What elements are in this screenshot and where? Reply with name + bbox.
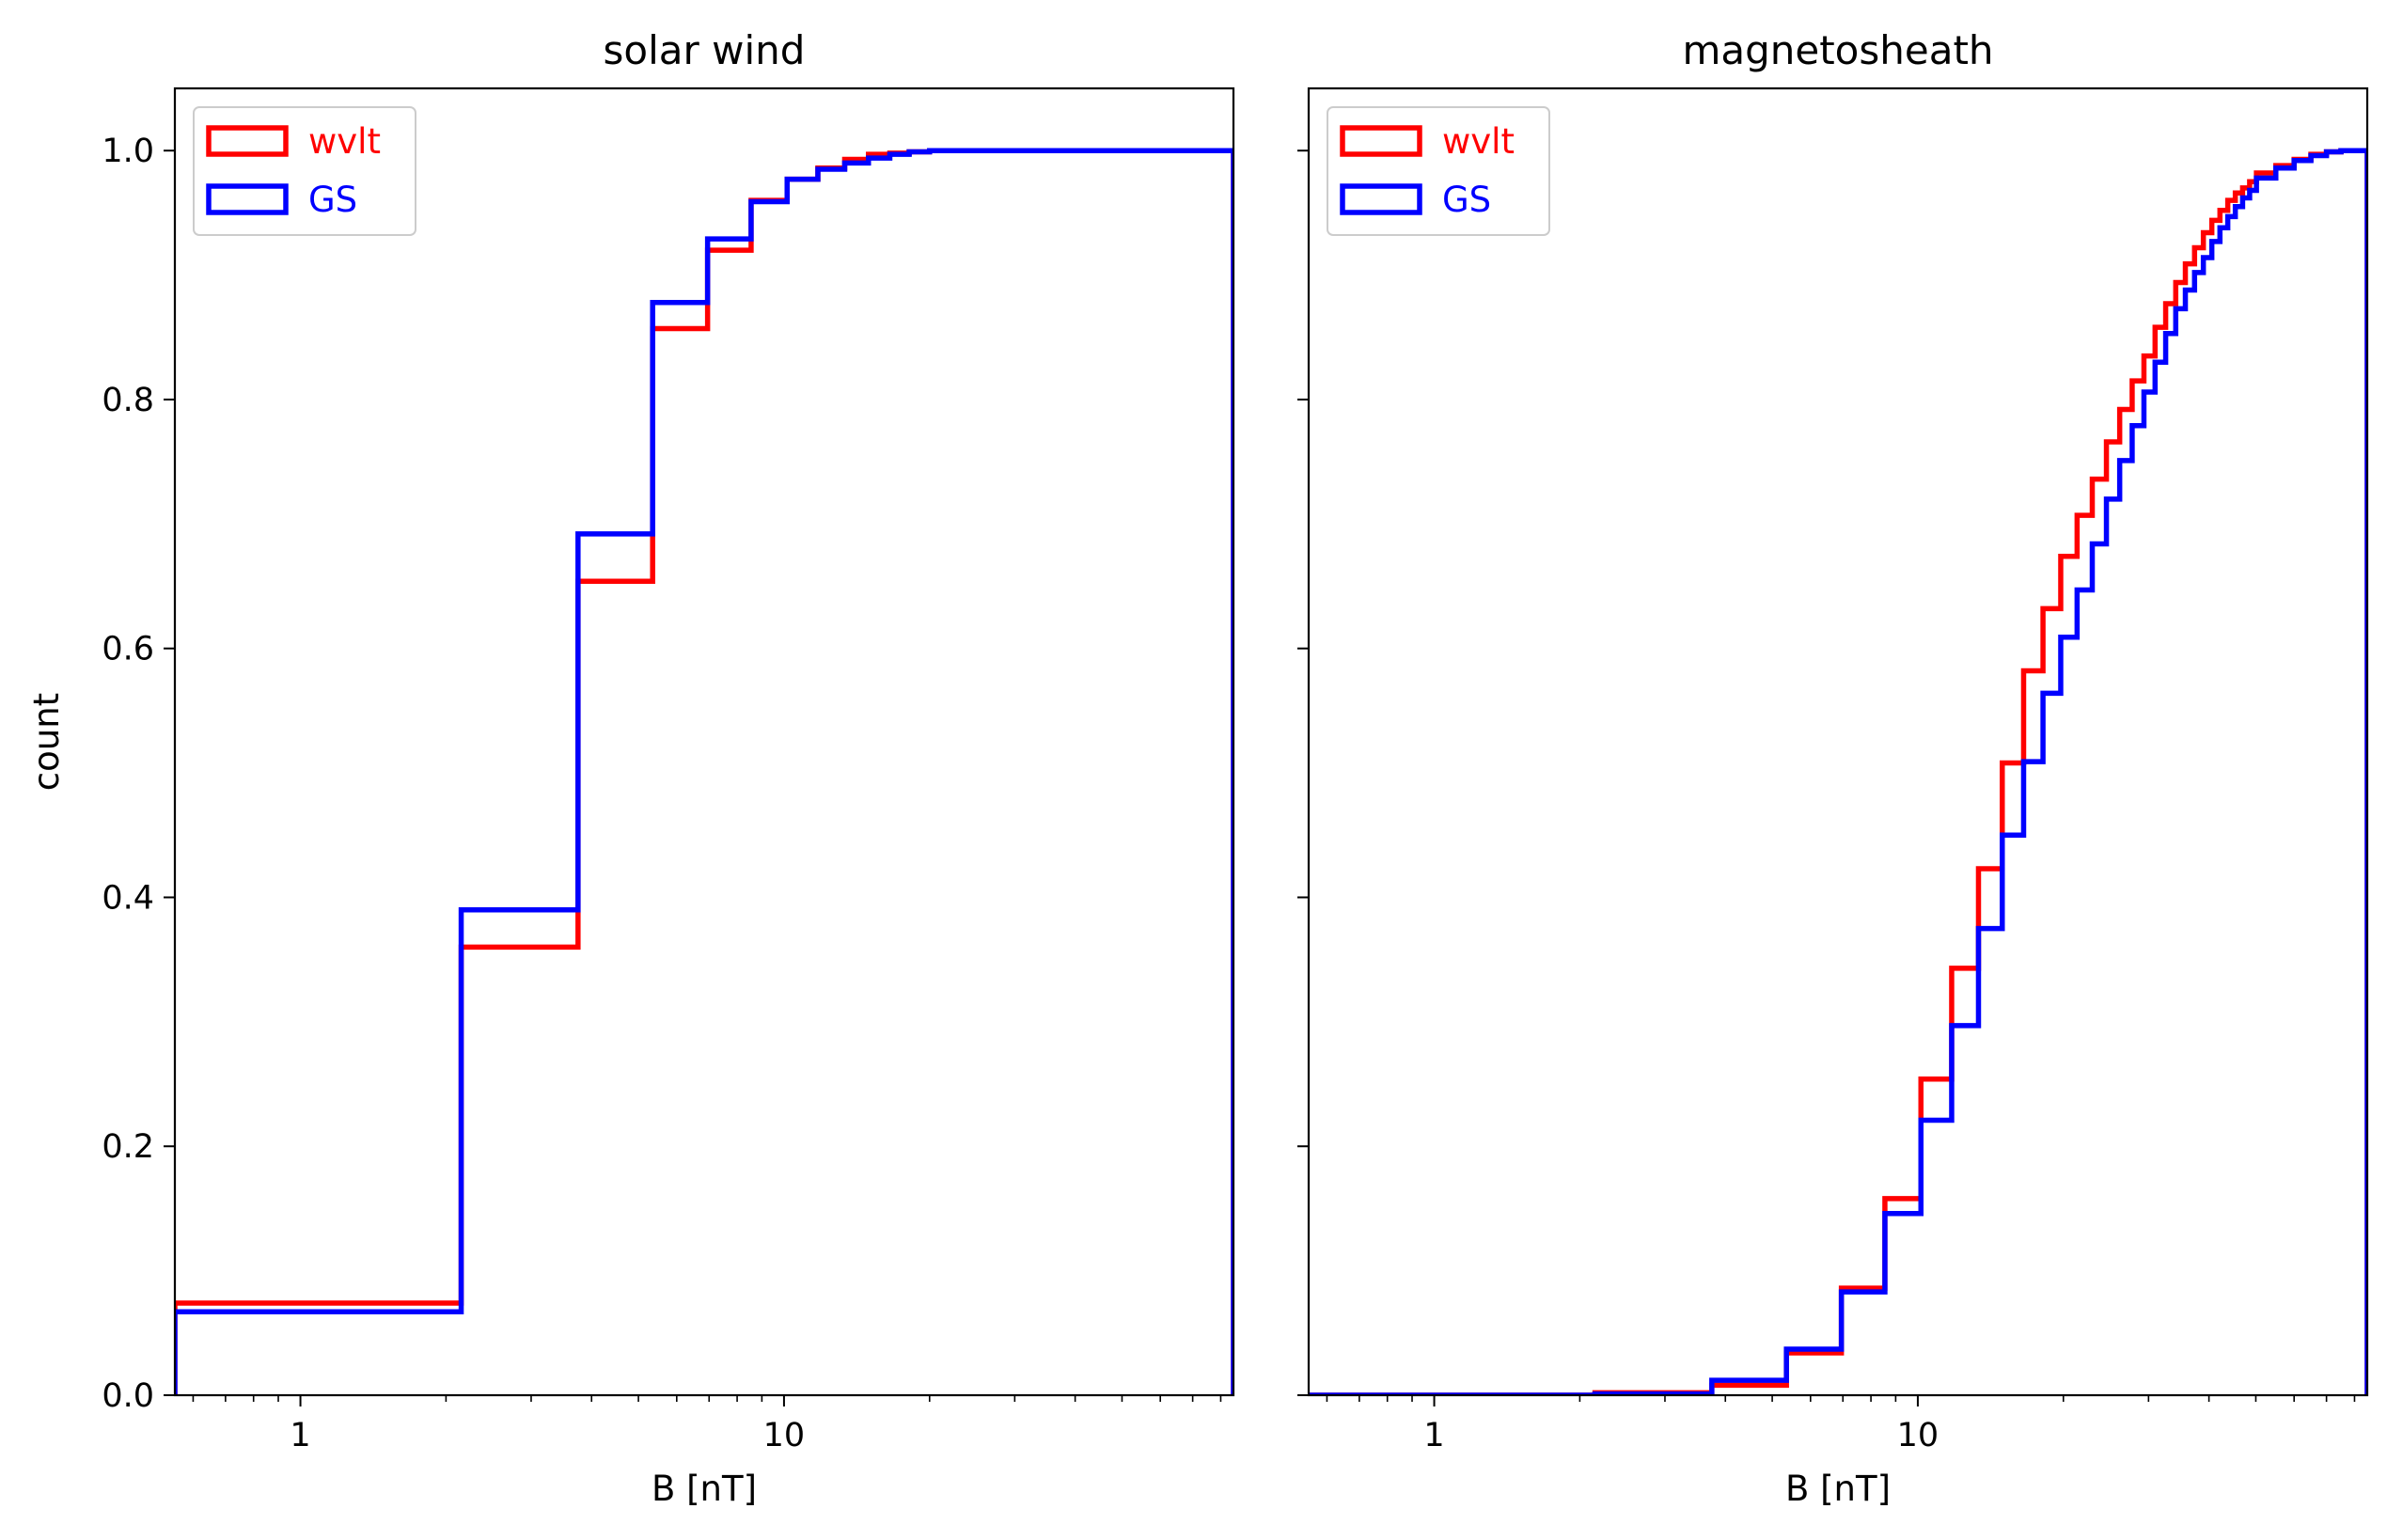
- panel-1-legend-box: [1327, 106, 1550, 236]
- magnetosheath-panel: 1 10 magnetosheath B [nT] wvlt GS: [1297, 27, 2369, 1509]
- panel-0-legend-swatch-wvlt: [206, 125, 289, 157]
- panel-1-legend: wvlt GS: [1327, 106, 1550, 236]
- panel-0-y-tick-label: 0.4: [102, 879, 154, 917]
- panel-1-legend-swatch-wvlt: [1340, 125, 1422, 157]
- panel-0-x-axis-label: B [nT]: [652, 1469, 757, 1509]
- panel-0-x-tick-label: 1: [290, 1417, 310, 1454]
- panel-0-title: solar wind: [604, 27, 806, 73]
- panel-1-x-tick-label: 10: [1897, 1417, 1939, 1454]
- panel-0-y-tick-label: 0.0: [102, 1377, 154, 1415]
- solar-wind-panel: 0.0 0.2 0.4 0.6 0.8 1.0 1 10 solar wind B [nT] cou…: [26, 27, 1235, 1509]
- panel-0-legend-box: [193, 106, 416, 236]
- panel-0-y-axis-label: count: [26, 693, 67, 791]
- panel-1-legend-swatch-gs: [1340, 183, 1422, 215]
- panel-1-series-gs-line: [1309, 148, 2367, 1395]
- panel-0-y-tick-label: 1.0: [102, 133, 154, 170]
- panel-0-series-gs-line: [175, 148, 1233, 1395]
- panel-0-x-tick-label: 10: [763, 1417, 806, 1454]
- panel-1-x-tick-label: 1: [1423, 1417, 1444, 1454]
- panel-0-y-tick-label: 0.6: [102, 631, 154, 668]
- panel-1-legend-label-gs: GS: [1442, 180, 1491, 220]
- panel-0-legend-swatch-gs: [206, 183, 289, 215]
- panel-0-legend-label-wvlt: wvlt: [308, 121, 381, 162]
- panel-0-y-tick-label: 0.8: [102, 382, 154, 419]
- panel-1-axes-frame: [1307, 86, 2369, 1397]
- panel-0-axes-frame: [173, 86, 1235, 1397]
- panel-0-legend-label-gs: GS: [308, 180, 357, 220]
- panel-1-title: magnetosheath: [1682, 27, 1993, 73]
- panel-0-y-tick-label: 0.2: [102, 1128, 154, 1166]
- panel-1-x-axis-label: B [nT]: [1785, 1469, 1891, 1509]
- panel-1-legend-label-wvlt: wvlt: [1442, 121, 1515, 162]
- panel-0-legend: wvlt GS: [193, 106, 416, 236]
